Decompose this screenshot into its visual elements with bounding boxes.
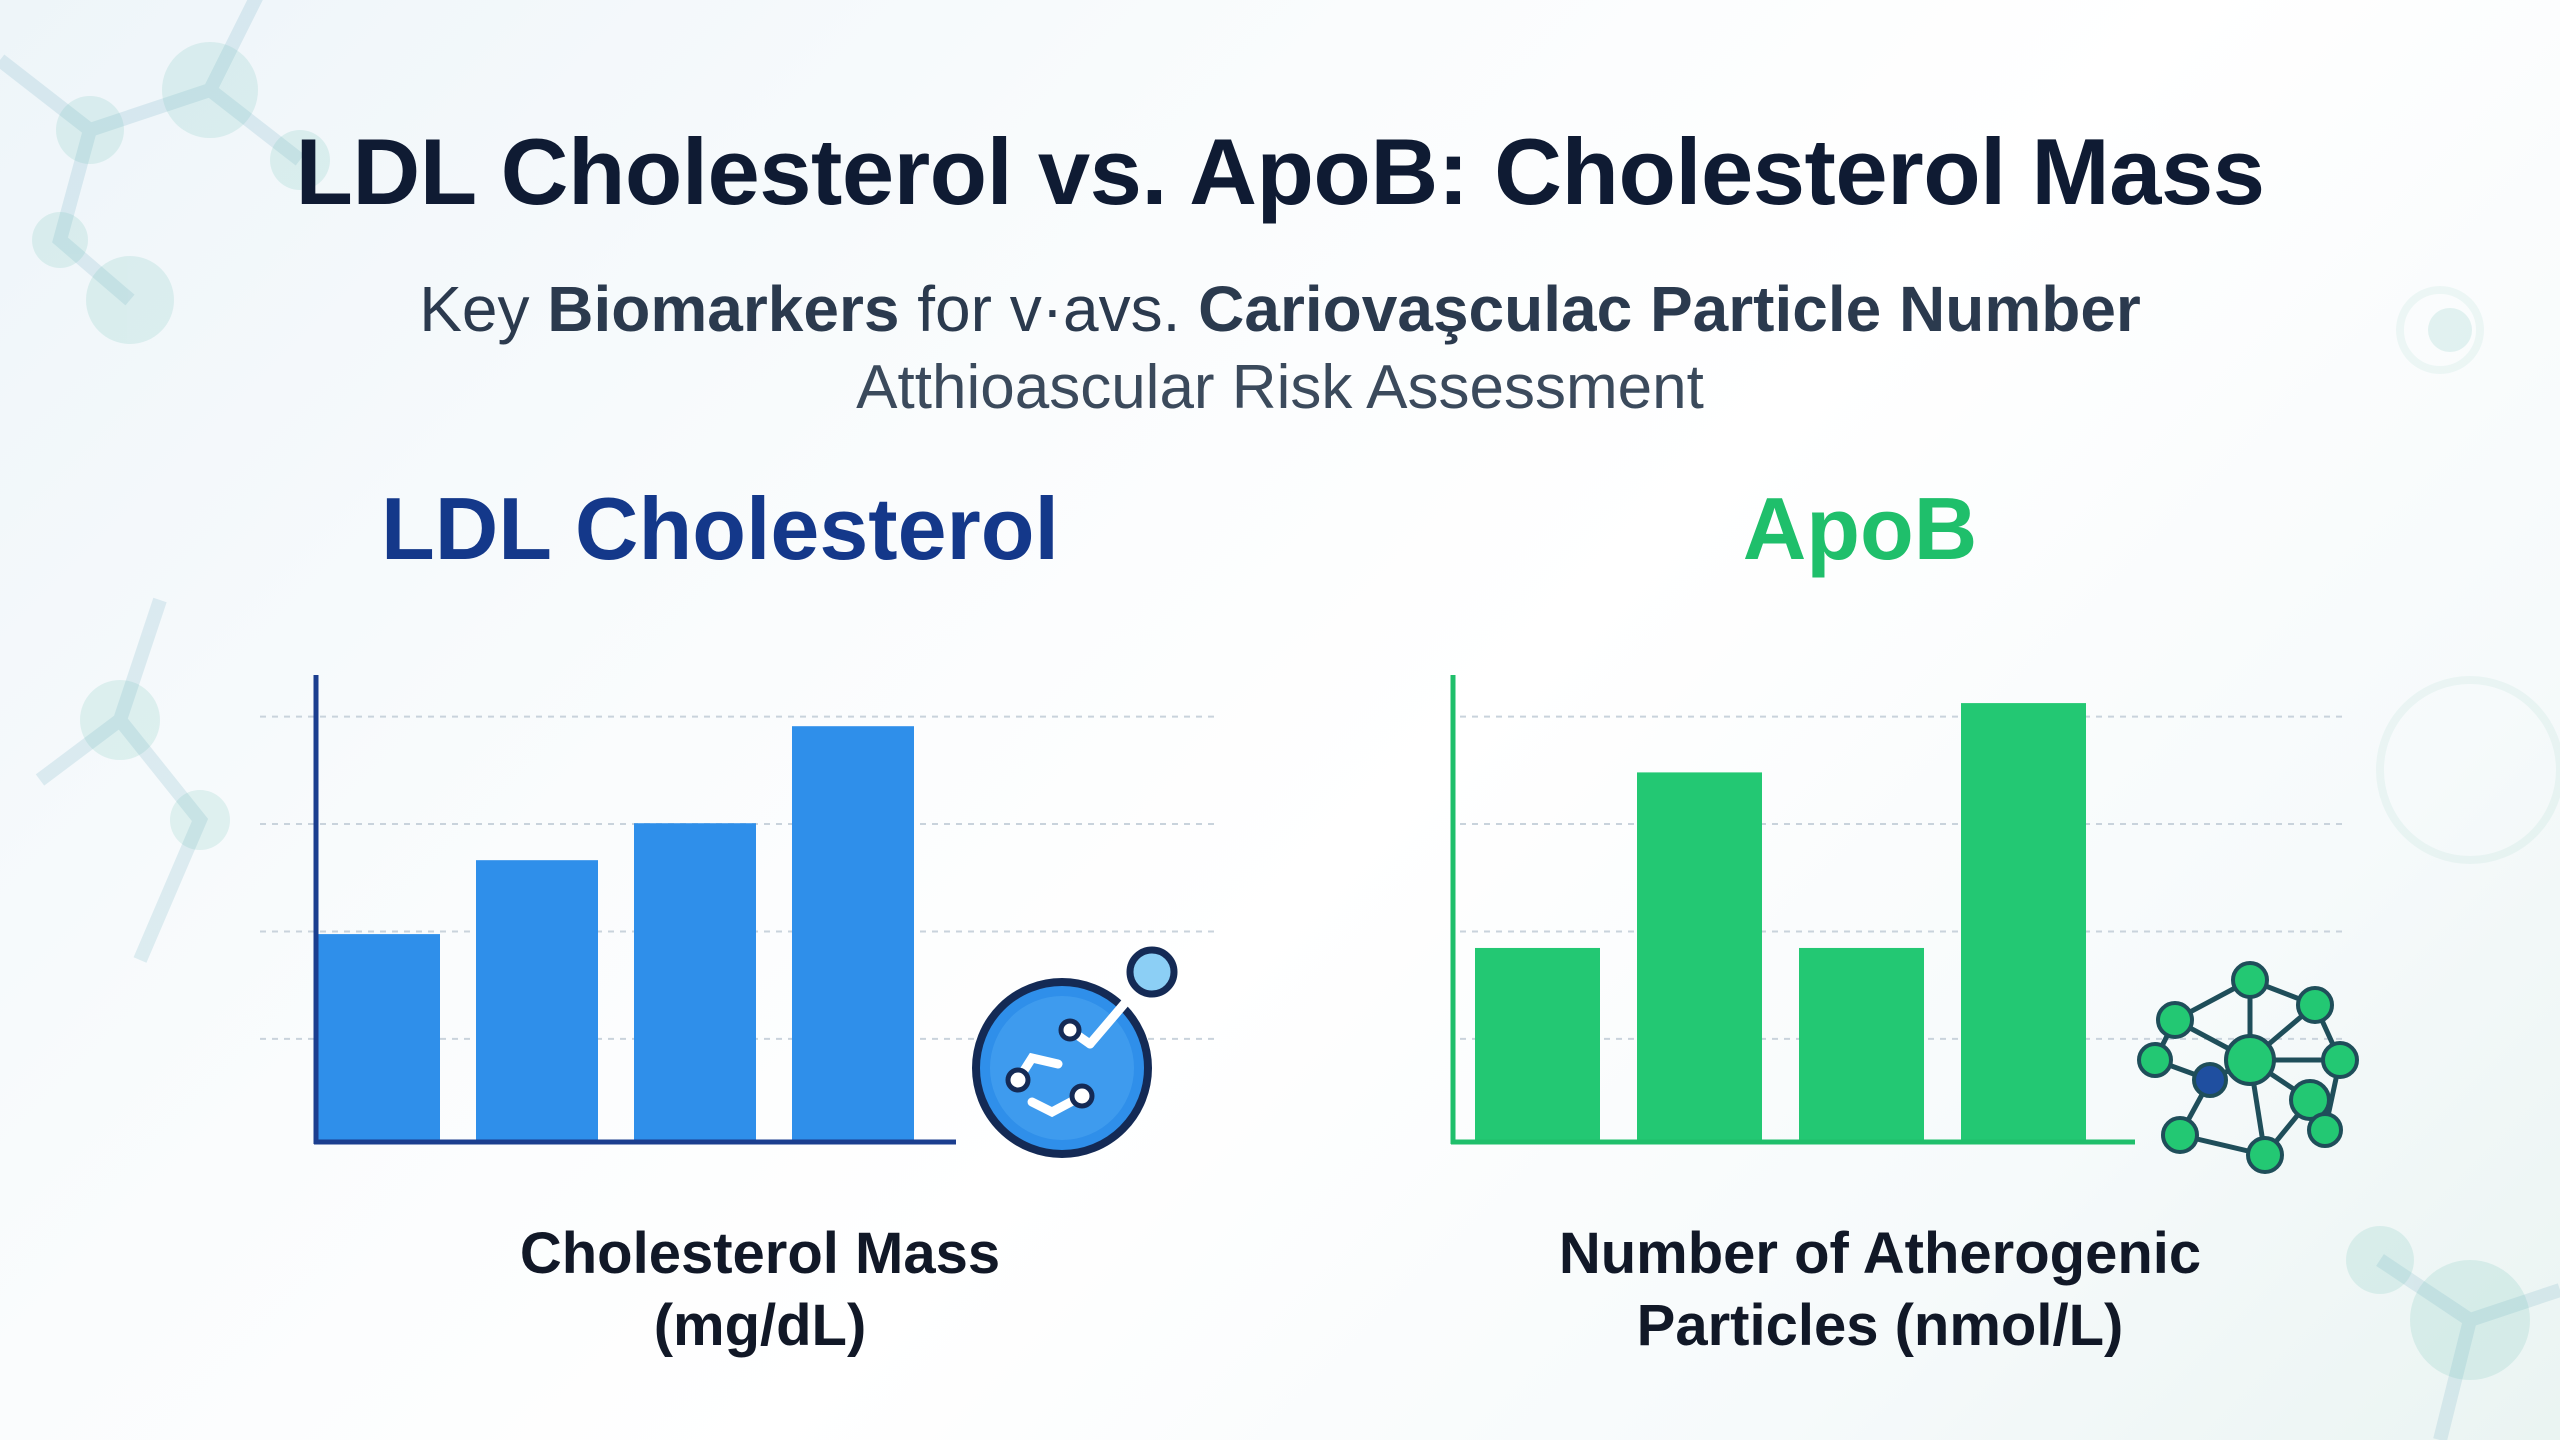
ldl-caption-line-1: Cholesterol Mass bbox=[519, 1221, 1001, 1286]
apob-bar-chart bbox=[1450, 675, 2345, 1145]
bar-2 bbox=[1637, 772, 1762, 1142]
subtitle-line-1: Key Biomarkers for v·avs. Cariovaşculac … bbox=[0, 272, 2560, 346]
particle-network-icon bbox=[2137, 961, 2359, 1174]
subtitle-bold-particle-number: Cariovaşculac Particle Number bbox=[1198, 273, 2141, 345]
apob-caption-line-2: Particles (nmol/L) bbox=[1636, 1293, 2124, 1358]
apob-caption: Number of Atherogenic Particles (nmol/L) bbox=[1420, 1218, 2340, 1362]
apob-caption-line-1: Number of Atherogenic bbox=[1558, 1221, 2202, 1286]
apob-panel-title: ApoB bbox=[1742, 479, 1978, 578]
bar-4 bbox=[1961, 703, 2086, 1142]
ldl-caption-line-2: (mg/dL) bbox=[653, 1293, 867, 1358]
ldl-panel-title: LDL Cholesterol bbox=[380, 479, 1059, 578]
subtitle-line-2: Atthioascular Risk Assessment bbox=[856, 353, 1704, 422]
bar-4 bbox=[792, 726, 914, 1142]
subtitle-bold-biomarkers: Biomarkers bbox=[547, 273, 900, 345]
bar-1 bbox=[1475, 947, 1600, 1142]
page-title: LDL Cholesterol vs. ApoB: Cholesterol Ma… bbox=[295, 119, 2265, 224]
subtitle-text-start: Key bbox=[419, 273, 548, 345]
bar-1 bbox=[318, 934, 440, 1142]
ldl-bar-chart bbox=[260, 675, 1220, 1145]
bar-3 bbox=[1799, 947, 1924, 1142]
subtitle-text-mid: for v·avs. bbox=[899, 273, 1199, 345]
lipoprotein-molecule-icon bbox=[972, 946, 1178, 1158]
bar-2 bbox=[476, 860, 598, 1142]
bar-3 bbox=[634, 823, 756, 1142]
ldl-caption: Cholesterol Mass (mg/dL) bbox=[300, 1218, 1220, 1362]
